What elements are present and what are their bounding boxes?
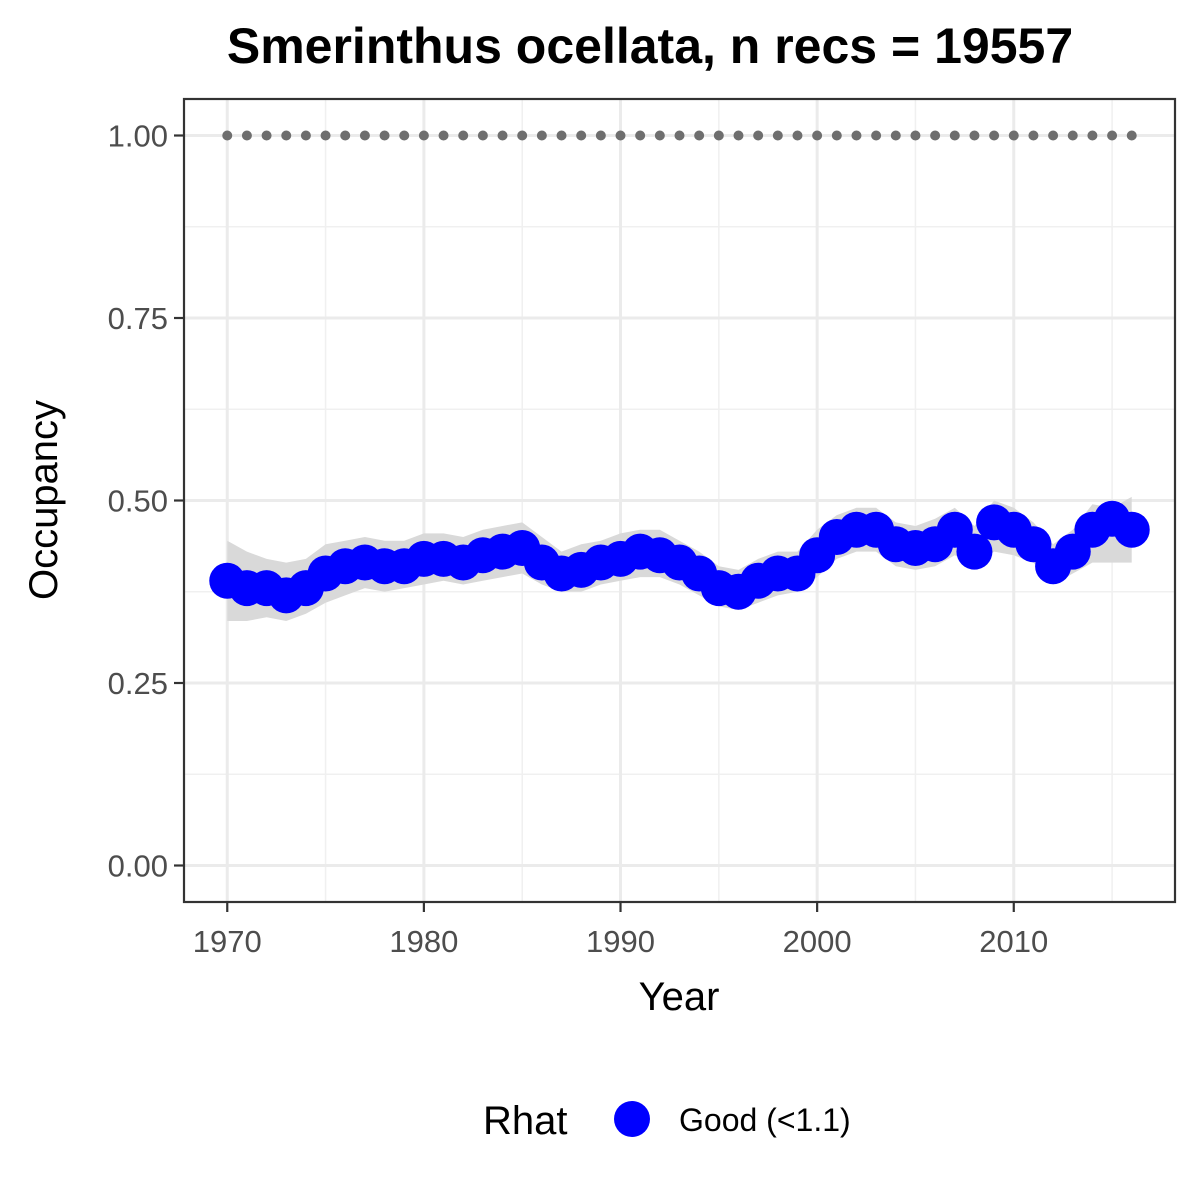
- reference-point: [222, 130, 233, 141]
- occupancy-point: [956, 533, 993, 570]
- legend-key-good: [614, 1101, 650, 1137]
- reference-point: [654, 130, 665, 141]
- y-tick-label: 0.50: [108, 484, 168, 519]
- y-axis: 0.00 0.25 0.50 0.75 1.00: [108, 119, 184, 884]
- x-axis-title: Year: [639, 975, 720, 1019]
- reference-point: [772, 130, 783, 141]
- reference-point: [674, 130, 685, 141]
- reference-point: [1107, 130, 1118, 141]
- y-tick-label: 0.25: [108, 666, 168, 701]
- x-tick-label: 2000: [783, 924, 852, 959]
- x-tick-label: 2010: [979, 924, 1048, 959]
- reference-point: [733, 130, 744, 141]
- x-tick-label: 1970: [193, 924, 262, 959]
- reference-point: [910, 130, 921, 141]
- reference-point: [340, 130, 351, 141]
- x-tick-label: 1990: [586, 924, 655, 959]
- legend-label-good: Good (<1.1): [679, 1102, 851, 1138]
- reference-point: [635, 130, 646, 141]
- reference-point: [556, 130, 567, 141]
- reference-point: [1048, 130, 1059, 141]
- reference-point: [438, 130, 449, 141]
- reference-point: [969, 130, 980, 141]
- reference-point: [1008, 130, 1019, 141]
- occupancy-point: [1113, 511, 1150, 548]
- x-axis: 1970 1980 1990 2000 2010: [193, 902, 1048, 959]
- reference-point: [890, 130, 901, 141]
- reference-point: [241, 130, 252, 141]
- reference-point: [536, 130, 547, 141]
- reference-point: [359, 130, 370, 141]
- y-tick-label: 1.00: [108, 119, 168, 154]
- reference-points-layer: [222, 130, 1137, 141]
- y-tick-label: 0.75: [108, 301, 168, 336]
- reference-point: [753, 130, 764, 141]
- reference-point: [477, 130, 488, 141]
- y-tick-label: 0.00: [108, 849, 168, 884]
- reference-point: [831, 130, 842, 141]
- occupancy-points-layer: [209, 500, 1150, 614]
- reference-point: [399, 130, 410, 141]
- reference-point: [576, 130, 587, 141]
- chart-title: Smerinthus ocellata, n recs = 19557: [227, 18, 1073, 74]
- reference-point: [379, 130, 390, 141]
- reference-point: [281, 130, 292, 141]
- legend: Rhat Good (<1.1): [483, 1099, 851, 1143]
- reference-point: [517, 130, 528, 141]
- reference-point: [1126, 130, 1137, 141]
- reference-point: [1028, 130, 1039, 141]
- reference-point: [458, 130, 469, 141]
- reference-point: [595, 130, 606, 141]
- reference-point: [713, 130, 724, 141]
- reference-point: [812, 130, 823, 141]
- reference-point: [1087, 130, 1098, 141]
- reference-point: [261, 130, 272, 141]
- reference-point: [949, 130, 960, 141]
- reference-point: [418, 130, 429, 141]
- reference-point: [497, 130, 508, 141]
- y-axis-title: Occupancy: [22, 400, 66, 600]
- reference-point: [1067, 130, 1078, 141]
- reference-point: [851, 130, 862, 141]
- x-tick-label: 1980: [389, 924, 458, 959]
- reference-point: [792, 130, 803, 141]
- reference-point: [300, 130, 311, 141]
- legend-title: Rhat: [483, 1099, 568, 1143]
- reference-point: [871, 130, 882, 141]
- reference-point: [989, 130, 1000, 141]
- reference-point: [615, 130, 626, 141]
- reference-point: [930, 130, 941, 141]
- reference-point: [320, 130, 331, 141]
- reference-point: [694, 130, 705, 141]
